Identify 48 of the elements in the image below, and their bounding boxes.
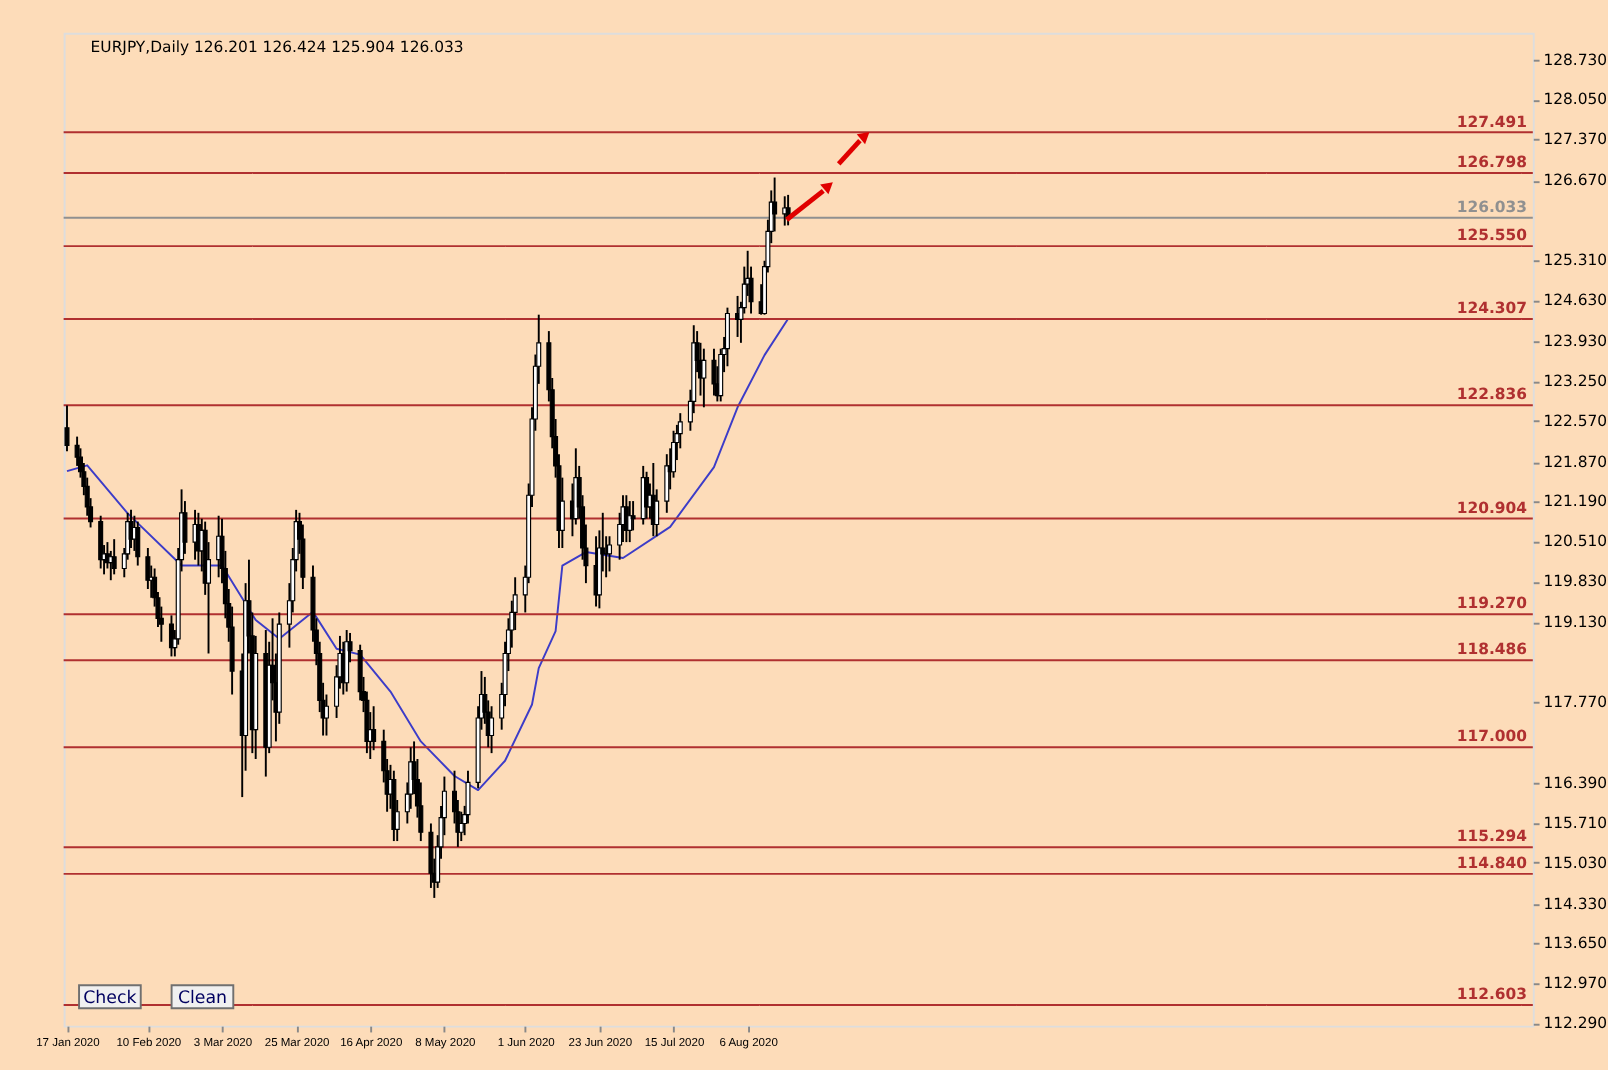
y-tick-label: 121.190 [1543, 492, 1608, 511]
y-tick-label: 114.330 [1543, 894, 1608, 913]
ref-line-label: 118.486 [1456, 640, 1528, 659]
candlestick [782, 195, 788, 227]
line-series [66, 317, 790, 792]
y-tick-label: 123.250 [1543, 371, 1608, 390]
ref-line-label: 114.840 [1456, 854, 1528, 873]
ref-line-label: 126.033 [1456, 198, 1528, 217]
ref-line-label: 112.603 [1456, 985, 1528, 1004]
y-tick-label: 119.830 [1543, 572, 1608, 591]
candlestick [111, 538, 117, 576]
annotation: Check [83, 988, 137, 1009]
candlestick [145, 547, 151, 590]
ref-line-label: 127.491 [1456, 112, 1528, 131]
y-tick-label: 112.970 [1543, 974, 1608, 993]
candlestick [371, 705, 377, 752]
y-tick-label: 123.930 [1543, 331, 1608, 350]
y-tick-label: 127.370 [1543, 130, 1608, 149]
y-tick-label: 112.290 [1543, 1014, 1608, 1033]
y-tick-label: 128.730 [1543, 50, 1608, 69]
candlestick [711, 347, 717, 397]
y-tick-label: 116.390 [1543, 773, 1608, 792]
y-tick-label: 115.710 [1543, 813, 1608, 832]
ref-line-label: 124.307 [1456, 299, 1528, 318]
y-tick-label: 115.030 [1543, 853, 1608, 872]
y-tick-label: 125.310 [1543, 250, 1608, 269]
y-tick-label: 122.570 [1543, 411, 1608, 430]
y-tick-label: 124.630 [1543, 290, 1608, 309]
candlestick [98, 514, 104, 570]
y-tick-label: 128.050 [1543, 90, 1608, 109]
y-tick-label: 117.770 [1543, 692, 1608, 711]
chart-title: EURJPY,Daily 126.201 126.424 125.904 126.033 [90, 38, 464, 57]
ref-line-label: 126.798 [1456, 153, 1528, 172]
ref-line-label: 120.904 [1456, 498, 1528, 517]
ref-line-label: 117.000 [1456, 727, 1528, 746]
candlestick [344, 629, 350, 693]
annotation: Clean [177, 988, 228, 1009]
y-tick-label: 119.130 [1543, 613, 1608, 632]
y-tick-label: 121.870 [1543, 452, 1608, 471]
y-tick-label: 126.670 [1543, 171, 1608, 190]
ref-line-label: 125.550 [1456, 226, 1528, 245]
y-tick-label: 120.510 [1543, 532, 1608, 551]
ref-line-label: 122.836 [1456, 385, 1528, 404]
ref-line-label: 119.270 [1456, 594, 1528, 613]
candlestick [627, 500, 633, 544]
ref-line-label: 115.294 [1456, 827, 1528, 846]
candlestick [64, 404, 70, 453]
y-tick-label: 113.650 [1543, 934, 1608, 953]
